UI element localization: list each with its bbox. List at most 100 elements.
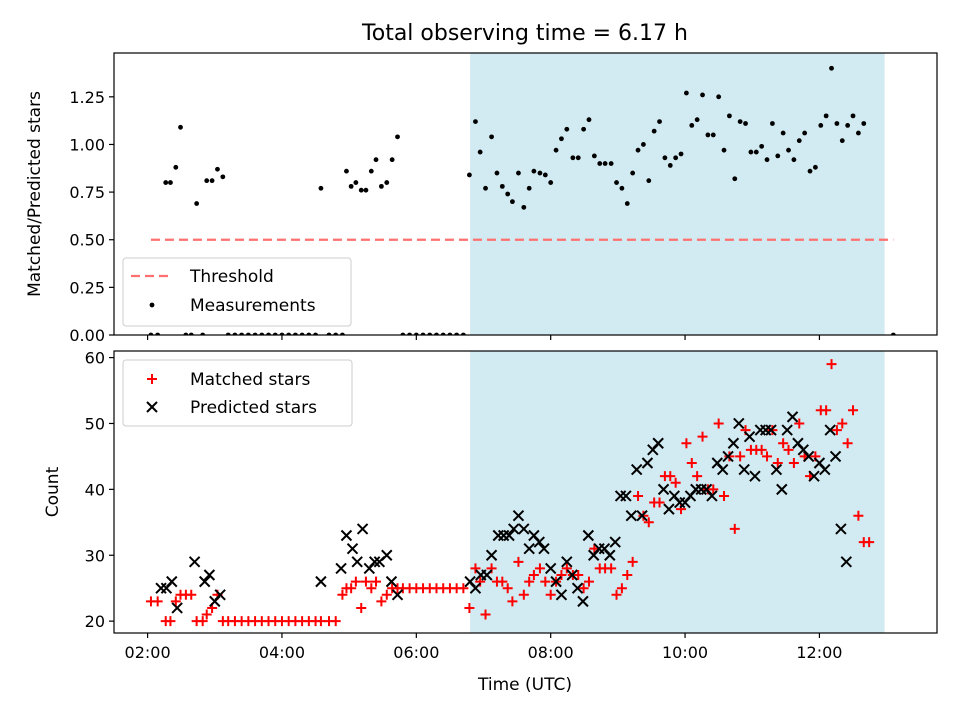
measurement-point bbox=[743, 121, 748, 126]
measurement-point bbox=[823, 113, 829, 119]
matched-star-point bbox=[719, 490, 730, 501]
predicted-star-point bbox=[485, 549, 498, 561]
matched-star-point bbox=[643, 517, 654, 528]
predicted-star-point bbox=[738, 463, 750, 476]
measurement-point bbox=[651, 128, 657, 134]
measurement-point bbox=[548, 180, 554, 185]
measurement-point bbox=[591, 153, 597, 159]
measurement-point bbox=[194, 201, 200, 206]
measurement-point bbox=[700, 92, 705, 98]
measurement-point bbox=[748, 149, 754, 155]
matched-star-point bbox=[337, 589, 348, 600]
predicted-star-point bbox=[620, 490, 632, 502]
predicted-star-point bbox=[781, 424, 793, 436]
bottom-panel: Count Time (UTC) 20 30 40 50 60 02:00 04:00 06:… bbox=[43, 349, 938, 695]
matched-star-point bbox=[583, 576, 594, 587]
measurement-point bbox=[204, 178, 210, 184]
predicted-star-point bbox=[503, 529, 515, 542]
predicted-star-point bbox=[533, 536, 545, 548]
predicted-star-point bbox=[188, 556, 201, 568]
matched-star-point bbox=[366, 583, 377, 594]
predicted-star-point bbox=[351, 556, 363, 568]
matched-star-point bbox=[186, 589, 197, 600]
predicted-star-point bbox=[657, 483, 670, 496]
measurement-point bbox=[559, 136, 564, 142]
matched-star-point bbox=[381, 589, 392, 600]
predicted-star-point bbox=[641, 457, 654, 469]
top-y-tick-label: 0.00 bbox=[69, 326, 105, 345]
matched-star-point bbox=[756, 444, 767, 455]
measurement-point bbox=[673, 155, 679, 161]
matched-star-point bbox=[713, 418, 724, 429]
measurement-point bbox=[178, 124, 183, 130]
predicted-star-point bbox=[315, 575, 327, 588]
top-highlight-span bbox=[470, 53, 885, 335]
predicted-star-point bbox=[636, 510, 648, 522]
measurement-point bbox=[861, 121, 867, 126]
measurement-point bbox=[608, 161, 614, 166]
measurement-point bbox=[705, 132, 711, 138]
measurement-point bbox=[209, 178, 215, 184]
legend-matched-swatch bbox=[147, 374, 157, 384]
predicted-star-point bbox=[166, 575, 178, 588]
measurement-point bbox=[689, 123, 695, 128]
predicted-star-point bbox=[555, 589, 568, 601]
matched-star-point bbox=[513, 556, 524, 567]
measurement-point bbox=[318, 185, 324, 191]
measurement-point bbox=[818, 123, 824, 128]
top-axes-frame bbox=[113, 52, 938, 336]
predicted-star-point bbox=[840, 556, 853, 568]
bottom-y-axis-label: Count bbox=[43, 466, 63, 517]
predicted-star-point bbox=[335, 562, 347, 575]
matched-star-point bbox=[502, 583, 513, 594]
predicted-star-point bbox=[203, 569, 216, 581]
measurement-point bbox=[220, 174, 226, 180]
legend-predicted-swatch bbox=[146, 401, 158, 413]
matched-star-point bbox=[464, 602, 475, 613]
measurement-point bbox=[353, 180, 359, 185]
predicted-star-point bbox=[604, 549, 616, 561]
measurement-point bbox=[780, 130, 786, 136]
measurement-point bbox=[602, 161, 608, 166]
measurement-point bbox=[499, 183, 505, 189]
top-y-tick-label: 1.25 bbox=[69, 88, 105, 107]
matched-star-point bbox=[848, 405, 859, 416]
bottom-plot-area bbox=[145, 351, 885, 633]
measurement-point bbox=[624, 201, 630, 206]
legend-measurements-label: Measurements bbox=[190, 296, 316, 316]
matched-star-point bbox=[480, 609, 491, 620]
predicted-star-point bbox=[340, 529, 353, 542]
bottom-x-tick-label: 02:00 bbox=[125, 643, 171, 662]
measurement-point bbox=[483, 185, 488, 191]
matched-star-point bbox=[616, 583, 627, 594]
bottom-series-1 bbox=[145, 359, 875, 627]
measurement-point bbox=[721, 147, 727, 153]
matched-star-point bbox=[170, 596, 181, 607]
measurement-point bbox=[662, 155, 668, 161]
matched-star-point bbox=[578, 583, 589, 594]
x-axis-label: Time (UTC) bbox=[477, 675, 572, 695]
measurement-point bbox=[753, 149, 759, 155]
predicted-star-point bbox=[171, 602, 183, 614]
measurement-point bbox=[630, 170, 636, 176]
matched-star-point bbox=[794, 418, 805, 429]
predicted-star-point bbox=[346, 542, 359, 555]
measurement-point bbox=[553, 147, 559, 153]
predicted-star-point bbox=[733, 417, 745, 430]
measurement-point bbox=[597, 161, 603, 166]
measurement-point bbox=[619, 185, 625, 191]
matched-star-point bbox=[197, 616, 208, 627]
top-y-tick-label: 0.75 bbox=[69, 183, 105, 202]
measurement-point bbox=[684, 90, 689, 96]
matched-star-point bbox=[507, 596, 518, 607]
measurement-point bbox=[473, 119, 478, 124]
measurement-point bbox=[477, 149, 483, 155]
measurement-point bbox=[775, 153, 781, 159]
bottom-x-tick-label: 08:00 bbox=[528, 643, 574, 662]
bottom-y-tick-label: 20 bbox=[85, 612, 105, 631]
measurement-point bbox=[678, 151, 684, 157]
matched-star-point bbox=[735, 451, 746, 462]
predicted-star-point bbox=[802, 450, 815, 463]
measurement-point bbox=[489, 134, 494, 140]
matched-star-point bbox=[853, 510, 864, 521]
